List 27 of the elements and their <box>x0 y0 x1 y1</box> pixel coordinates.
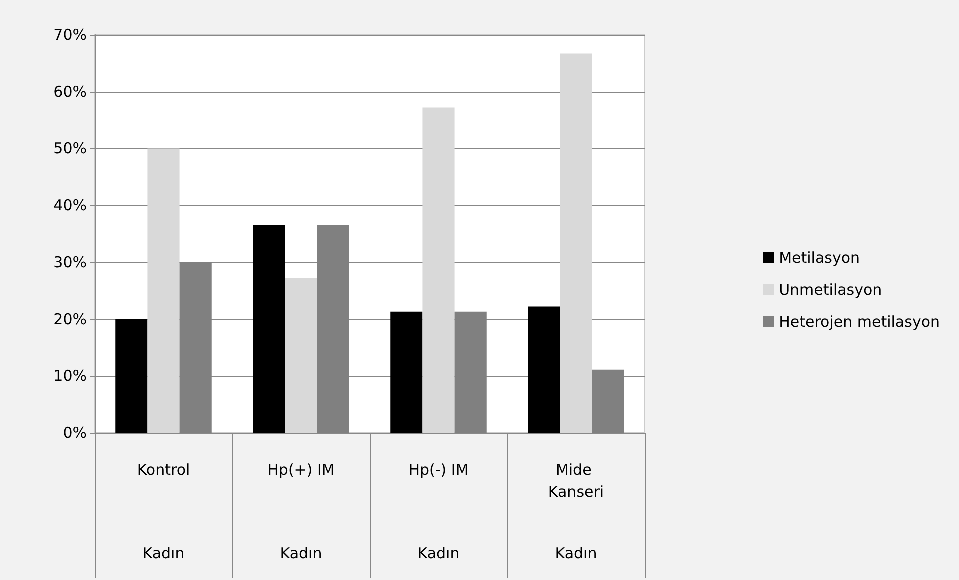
legend-label: Metilasyon <box>779 249 860 267</box>
x-tick-label: Mide Kanseri <box>548 461 604 501</box>
bar <box>422 108 455 433</box>
bar <box>390 312 423 433</box>
text: Kadın <box>555 544 598 562</box>
bar <box>253 225 286 433</box>
bar <box>528 306 560 433</box>
y-tick-label: 50% <box>54 140 87 158</box>
y-tick-label: 0% <box>63 424 87 442</box>
y-tick-label: 60% <box>54 82 87 101</box>
text: Kadın <box>142 544 185 562</box>
x-tick-label: Kontrol <box>137 461 190 479</box>
bar <box>560 54 592 433</box>
text: Kadın <box>280 544 322 562</box>
y-tick-label: 70% <box>54 26 87 44</box>
legend-label: Heterojen metilasyon <box>779 313 940 331</box>
bar <box>148 148 180 433</box>
y-tick-label: 10% <box>54 367 87 386</box>
x-tick-label: Hp(+) IM <box>268 461 335 479</box>
y-tick-label: 20% <box>54 310 87 328</box>
bar <box>116 319 148 433</box>
x-tick-label: Hp(-) IM <box>408 461 469 479</box>
legend-label: Unmetilasyon <box>779 281 882 299</box>
y-tick-label: 40% <box>54 196 87 215</box>
bar <box>285 278 318 433</box>
y-tick-label: 30% <box>54 253 87 272</box>
text: Kadın <box>418 544 460 562</box>
